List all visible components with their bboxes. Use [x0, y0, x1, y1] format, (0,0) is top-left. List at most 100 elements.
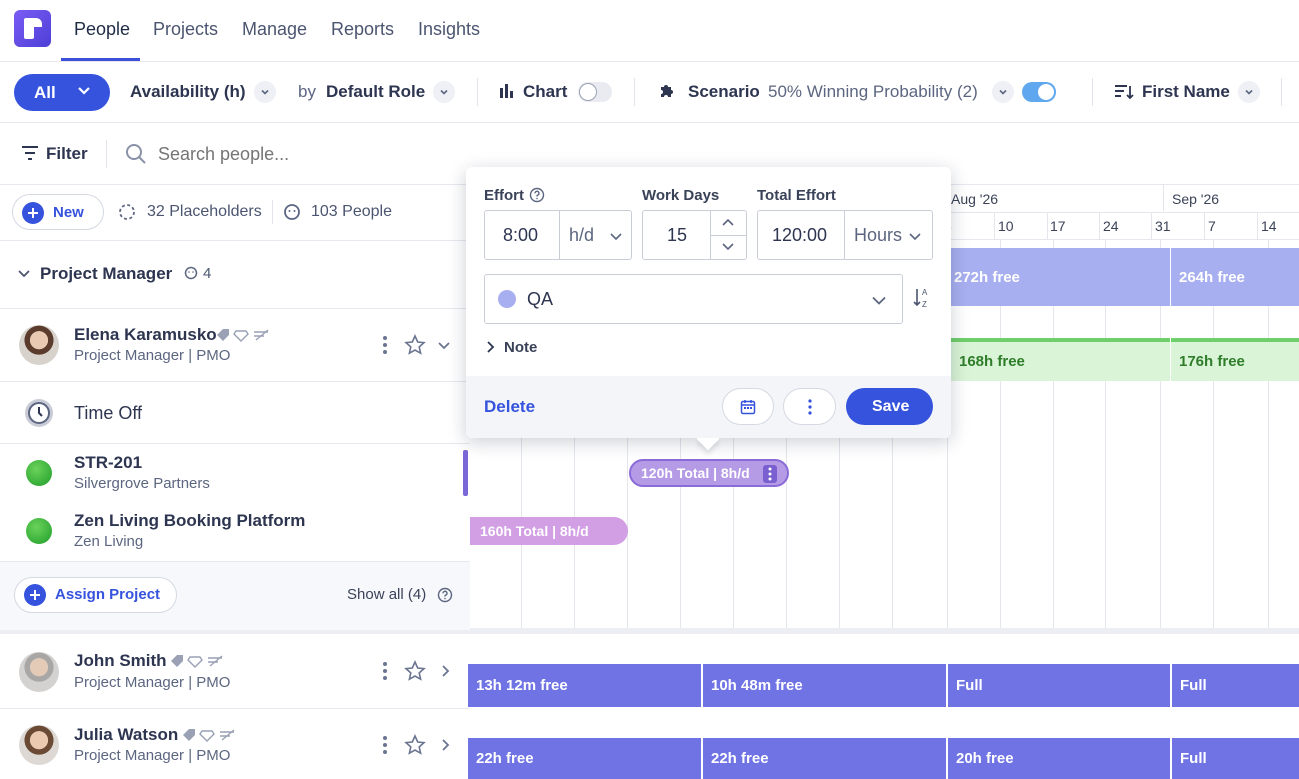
more-vertical-icon[interactable] [378, 734, 392, 761]
avatar[interactable] [19, 725, 59, 765]
total-effort-input[interactable]: 120:00 [772, 225, 828, 245]
search-input[interactable] [158, 140, 458, 168]
avatar[interactable] [19, 325, 59, 365]
more-vertical-icon[interactable] [378, 334, 392, 361]
save-label: Save [872, 398, 910, 415]
availability-bar[interactable]: 13h 12m free [468, 664, 701, 707]
people-count[interactable]: 103 People [311, 203, 392, 220]
assignment-bar-str[interactable]: 120h Total | 8h/d [629, 459, 789, 487]
face-icon [184, 266, 198, 285]
plus-icon [24, 584, 46, 606]
clock-icon [23, 397, 55, 434]
divider [0, 630, 470, 634]
chevron-down-icon[interactable] [1238, 81, 1260, 103]
new-button[interactable]: New [12, 194, 104, 230]
puzzle-icon [657, 81, 677, 106]
capacity-bar[interactable]: 264h free [1171, 248, 1299, 306]
dashed-circle-icon [118, 203, 136, 226]
chevron-right-icon[interactable] [484, 339, 498, 360]
chevron-right-icon[interactable] [437, 737, 453, 758]
project-status-icon [26, 460, 52, 486]
tab-insights[interactable]: Insights [418, 19, 481, 39]
avatar[interactable] [19, 652, 59, 692]
person-name[interactable]: John Smith [74, 651, 167, 670]
person-name[interactable]: Elena Karamusko [74, 325, 217, 344]
help-icon[interactable] [437, 587, 453, 608]
all-filter-button[interactable]: All [14, 74, 110, 111]
availability-bar[interactable]: 176h free [1171, 338, 1299, 381]
capacity-label: 272h free [954, 268, 1020, 286]
chevron-down-icon[interactable] [436, 337, 452, 358]
effort-unit-select[interactable]: h/d [569, 225, 595, 245]
chart-toggle[interactable] [578, 82, 612, 102]
popover-arrow-cover [692, 424, 724, 438]
assign-project-button[interactable]: Assign Project [14, 577, 177, 613]
project-name[interactable]: STR-201 [74, 453, 143, 472]
availability-bar[interactable]: 22h free [468, 738, 701, 779]
divider [106, 140, 107, 168]
tab-projects[interactable]: Projects [153, 19, 219, 39]
assignment-bar-zen[interactable]: 160h Total | 8h/d [470, 517, 628, 545]
star-icon[interactable] [404, 334, 426, 361]
help-icon[interactable] [529, 187, 545, 208]
save-button[interactable]: Save [846, 388, 933, 425]
availability-bar[interactable]: 10h 48m free [703, 664, 946, 707]
availability-bar[interactable]: Full [1172, 738, 1299, 779]
availability-bar[interactable]: 168h free [951, 338, 1170, 381]
group-by-select[interactable]: Default Role [326, 82, 426, 101]
star-icon[interactable] [404, 734, 426, 761]
tab-reports[interactable]: Reports [331, 19, 395, 39]
chevron-down-icon [908, 229, 922, 248]
work-days-input[interactable]: 15 [667, 225, 688, 245]
chevron-down-icon[interactable] [721, 239, 735, 258]
availability-bar[interactable]: Full [1172, 664, 1299, 707]
calendar-button[interactable] [722, 388, 774, 425]
more-vertical-icon[interactable] [763, 465, 777, 483]
more-vertical-icon[interactable] [378, 660, 392, 687]
face-icon [283, 203, 301, 226]
sort-select[interactable]: First Name [1142, 82, 1230, 101]
divider [1281, 78, 1282, 106]
scenario-select[interactable]: 50% Winning Probability (2) [768, 82, 978, 101]
app-logo[interactable] [14, 10, 51, 47]
note-toggle[interactable]: Note [504, 339, 538, 356]
tab-manage[interactable]: Manage [242, 19, 308, 39]
chevron-down-icon[interactable] [992, 81, 1014, 103]
chevron-right-icon[interactable] [437, 663, 453, 684]
chevron-down-icon[interactable] [433, 81, 455, 103]
show-all-link[interactable]: Show all (4) [347, 586, 427, 603]
chevron-up-icon[interactable] [721, 216, 735, 235]
availability-bar[interactable]: Full [948, 664, 1170, 707]
capacity-label: 264h free [1179, 268, 1245, 286]
divider [477, 78, 478, 106]
delete-button[interactable]: Delete [484, 397, 536, 416]
svg-text:A: A [922, 288, 928, 297]
total-unit-select[interactable]: Hours [854, 225, 903, 245]
scenario-toggle[interactable] [1022, 82, 1056, 102]
availability-label: 168h free [959, 353, 1025, 370]
person-name[interactable]: Julia Watson [74, 725, 179, 744]
availability-label: 10h 48m free [711, 677, 803, 694]
filter-button[interactable]: Filter [46, 144, 88, 163]
availability-bar[interactable]: 22h free [703, 738, 946, 779]
view-select[interactable]: Availability (h) [130, 82, 246, 101]
capacity-bar[interactable]: 272h free [946, 248, 1170, 306]
assignment-label: 160h Total | 8h/d [480, 523, 589, 539]
availability-bar[interactable]: 20h free [948, 738, 1170, 779]
tab-people[interactable]: People [74, 19, 131, 39]
role-select[interactable]: QA [484, 274, 903, 324]
divider [0, 240, 470, 241]
availability-label: Full [1180, 677, 1207, 694]
availability-label: 20h free [956, 750, 1014, 767]
effort-input[interactable]: 8:00 [503, 225, 539, 245]
tag-icon [216, 327, 270, 348]
divider [634, 78, 635, 106]
chevron-down-icon[interactable] [16, 265, 32, 286]
project-name[interactable]: Zen Living Booking Platform [74, 511, 306, 530]
more-options-button[interactable] [783, 388, 836, 425]
time-off-label[interactable]: Time Off [74, 403, 143, 423]
placeholders-count[interactable]: 32 Placeholders [147, 203, 262, 220]
chevron-down-icon[interactable] [254, 81, 276, 103]
star-icon[interactable] [404, 660, 426, 687]
